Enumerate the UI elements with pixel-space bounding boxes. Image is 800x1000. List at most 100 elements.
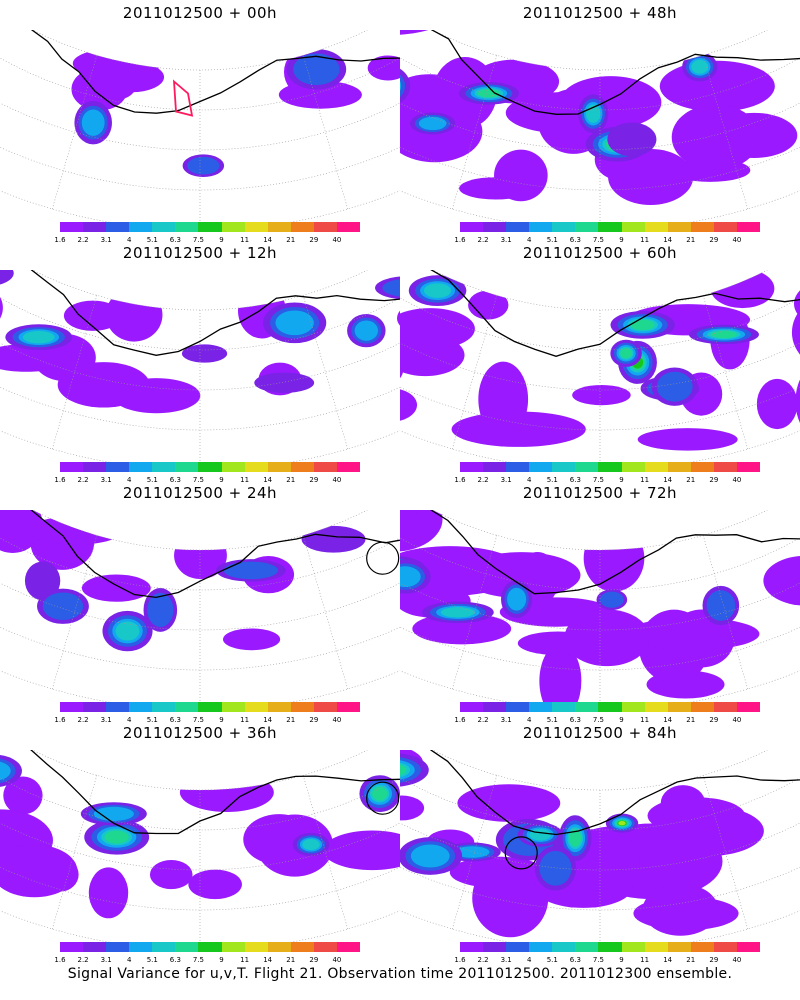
- colorbar-tick-label: 6.3: [169, 476, 181, 484]
- colorbar-swatch: [313, 462, 337, 472]
- colorbar-tick-label: 2.2: [477, 236, 489, 244]
- variance-contour: [181, 344, 228, 363]
- colorbar-swatch: [175, 702, 199, 712]
- colorbar-swatch: [621, 702, 645, 712]
- colorbar-tick-label: 1.6: [454, 476, 466, 484]
- colorbar-tick-label: 14: [663, 716, 673, 724]
- forecast-panel: 2011012500 + 84h 1.6 2.2 3.1 4 5.1 6.3 7.5 9 11 14…: [400, 720, 800, 964]
- colorbar-tick-label: 7.5: [192, 476, 205, 484]
- variance-contour: [0, 760, 11, 781]
- forecast-panel: 2011012500 + 12h 1.6 2.2 3.1 4 5.1 6.3 7.5 9 11 14…: [0, 240, 400, 484]
- colorbar-swatch: [736, 942, 761, 952]
- colorbar-swatch: [221, 942, 245, 952]
- colorbar-tick-label: 2.2: [477, 956, 489, 964]
- colorbar-swatch: [644, 942, 668, 952]
- colorbar-swatch: [713, 702, 737, 712]
- colorbar-swatch: [575, 462, 599, 472]
- colorbar-swatch: [460, 462, 484, 472]
- variance-contour: [449, 856, 546, 889]
- colorbar-tick-label: 40: [332, 716, 342, 724]
- colorbar-swatch: [244, 702, 268, 712]
- variance-contour: [599, 591, 624, 608]
- colorbar-swatch: [60, 222, 84, 232]
- colorbar-swatch: [106, 222, 130, 232]
- observation-circle: [504, 836, 538, 870]
- colorbar-swatch: [575, 702, 599, 712]
- observation-circle: [366, 781, 400, 815]
- colorbar-tick-label: 29: [309, 956, 319, 964]
- coastline: [29, 750, 400, 835]
- variance-contour: [0, 270, 14, 287]
- colorbar-swatch: [175, 222, 199, 232]
- colorbar-labels: 1.6 2.2 3.1 4 5.1 6.3 7.5 9 11 14 21 29 40: [54, 716, 360, 726]
- variance-contour: [451, 411, 586, 447]
- variance-contour: [223, 561, 279, 580]
- colorbar-tick-label: 40: [332, 476, 342, 484]
- colorbar-swatch: [198, 462, 222, 472]
- colorbar-labels: 1.6 2.2 3.1 4 5.1 6.3 7.5 9 11 14 21 29 40: [454, 476, 760, 486]
- colorbar-swatch: [336, 702, 361, 712]
- colorbar-tick-label: 7.5: [592, 956, 605, 964]
- colorbar-tick-label: 3.1: [500, 476, 512, 484]
- colorbar-swatch: [106, 942, 130, 952]
- figure-caption: Signal Variance for u,v,T. Flight 21. Ob…: [67, 966, 733, 982]
- colorbar-tick-label: 29: [709, 716, 719, 724]
- variance-contour: [477, 89, 501, 98]
- colorbar-swatch: [713, 222, 737, 232]
- colorbar-tick-label: 21: [286, 956, 296, 964]
- variance-contour: [400, 795, 425, 821]
- colorbar-tick-label: 1.6: [454, 716, 466, 724]
- variance-contour: [0, 280, 3, 335]
- colorbar: [60, 942, 361, 954]
- observation-circle: [366, 541, 400, 575]
- variance-contour: [418, 116, 447, 131]
- colorbar-tick-label: 7.5: [592, 236, 605, 244]
- variance-map: [400, 270, 800, 462]
- variance-contour: [457, 784, 561, 822]
- variance-map: [0, 270, 400, 462]
- colorbar-swatch: [221, 462, 245, 472]
- colorbar-tick-label: 6.3: [169, 716, 181, 724]
- variance-contour: [400, 387, 418, 423]
- colorbar-tick-label: 7.5: [592, 476, 605, 484]
- colorbar-tick-label: 21: [686, 956, 696, 964]
- variance-contour: [637, 428, 738, 451]
- colorbar-swatch: [175, 462, 199, 472]
- colorbar-swatch: [60, 942, 84, 952]
- variance-contour: [112, 378, 201, 414]
- colorbar-tick-label: 2.2: [477, 716, 489, 724]
- variance-contour: [22, 331, 55, 344]
- colorbar-tick-label: 29: [709, 956, 719, 964]
- forecast-panel: 2011012500 + 48h 1.6 2.2 3.1 4 5.1 6.3 7.5 9 11 14…: [400, 0, 800, 244]
- forecast-panel: 2011012500 + 72h 1.6 2.2 3.1 4 5.1 6.3 7.5 9 11 14…: [400, 480, 800, 724]
- panel-title: 2011012500 + 72h: [522, 484, 678, 502]
- colorbar-tick-label: 3.1: [500, 956, 512, 964]
- variance-field: [0, 270, 400, 414]
- variance-field: [0, 510, 366, 652]
- variance-contour: [400, 510, 443, 552]
- colorbar-labels: 1.6 2.2 3.1 4 5.1 6.3 7.5 9 11 14 21 29 40: [454, 236, 760, 246]
- colorbar-swatch: [621, 462, 645, 472]
- colorbar-tick-label: 21: [286, 716, 296, 724]
- colorbar-swatch: [460, 942, 484, 952]
- colorbar-tick-label: 3.1: [500, 716, 512, 724]
- forecast-panel: 2011012500 + 24h 1.6 2.2 3.1 4 5.1 6.3 7.5 9 11 14…: [0, 480, 400, 724]
- variance-contour: [564, 609, 650, 667]
- variance-map: [400, 510, 800, 702]
- colorbar-swatch: [690, 702, 714, 712]
- colorbar-swatch: [313, 702, 337, 712]
- variance-contour: [87, 75, 136, 101]
- panel-title: 2011012500 + 24h: [122, 484, 278, 502]
- colorbar-swatch: [690, 222, 714, 232]
- variance-contour: [763, 555, 800, 606]
- colorbar-tick-label: 29: [709, 476, 719, 484]
- colorbar-tick-label: 14: [663, 956, 673, 964]
- variance-contour: [642, 883, 719, 936]
- panel-title: 2011012500 + 48h: [522, 4, 678, 22]
- colorbar-tick-label: 5.1: [546, 956, 558, 964]
- variance-contour: [607, 122, 657, 157]
- colorbar-tick-label: 11: [640, 476, 650, 484]
- colorbar-swatch: [598, 462, 622, 472]
- colorbar-swatch: [713, 942, 737, 952]
- colorbar-tick-label: 40: [332, 236, 342, 244]
